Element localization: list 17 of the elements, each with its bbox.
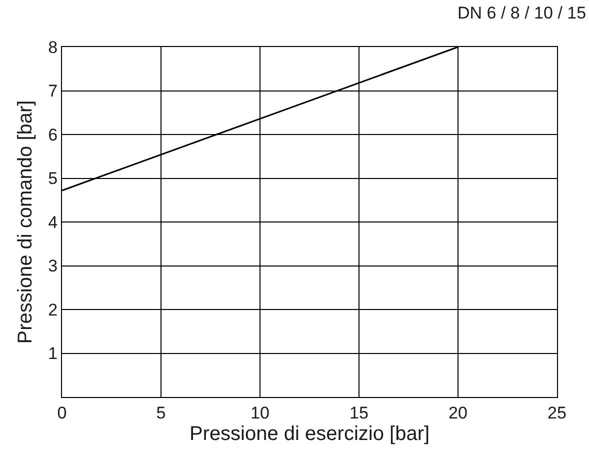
x-tick-label: 15: [350, 403, 368, 422]
y-tick-label: 5: [48, 169, 58, 188]
y-tick-label: 6: [48, 125, 58, 144]
y-tick-label: 3: [48, 256, 58, 276]
chart-title: DN 6 / 8 / 10 / 15: [458, 4, 586, 23]
x-tick-label: 10: [250, 403, 270, 422]
x-tick-label: 25: [548, 403, 566, 422]
y-tick-label: 2: [48, 300, 58, 320]
y-tick-label: 7: [48, 82, 58, 101]
y-tick-label: 4: [48, 212, 58, 232]
y-tick-label: 8: [48, 38, 58, 57]
y-tick-label: 1: [48, 344, 58, 364]
x-tick-label: 20: [448, 403, 468, 422]
x-tick-label: 0: [57, 403, 67, 422]
x-axis-title: Pressione di esercizio [bar]: [189, 422, 430, 445]
x-tick-label: 5: [156, 403, 166, 422]
y-axis-title: Pressione di comando [bar]: [14, 100, 37, 344]
